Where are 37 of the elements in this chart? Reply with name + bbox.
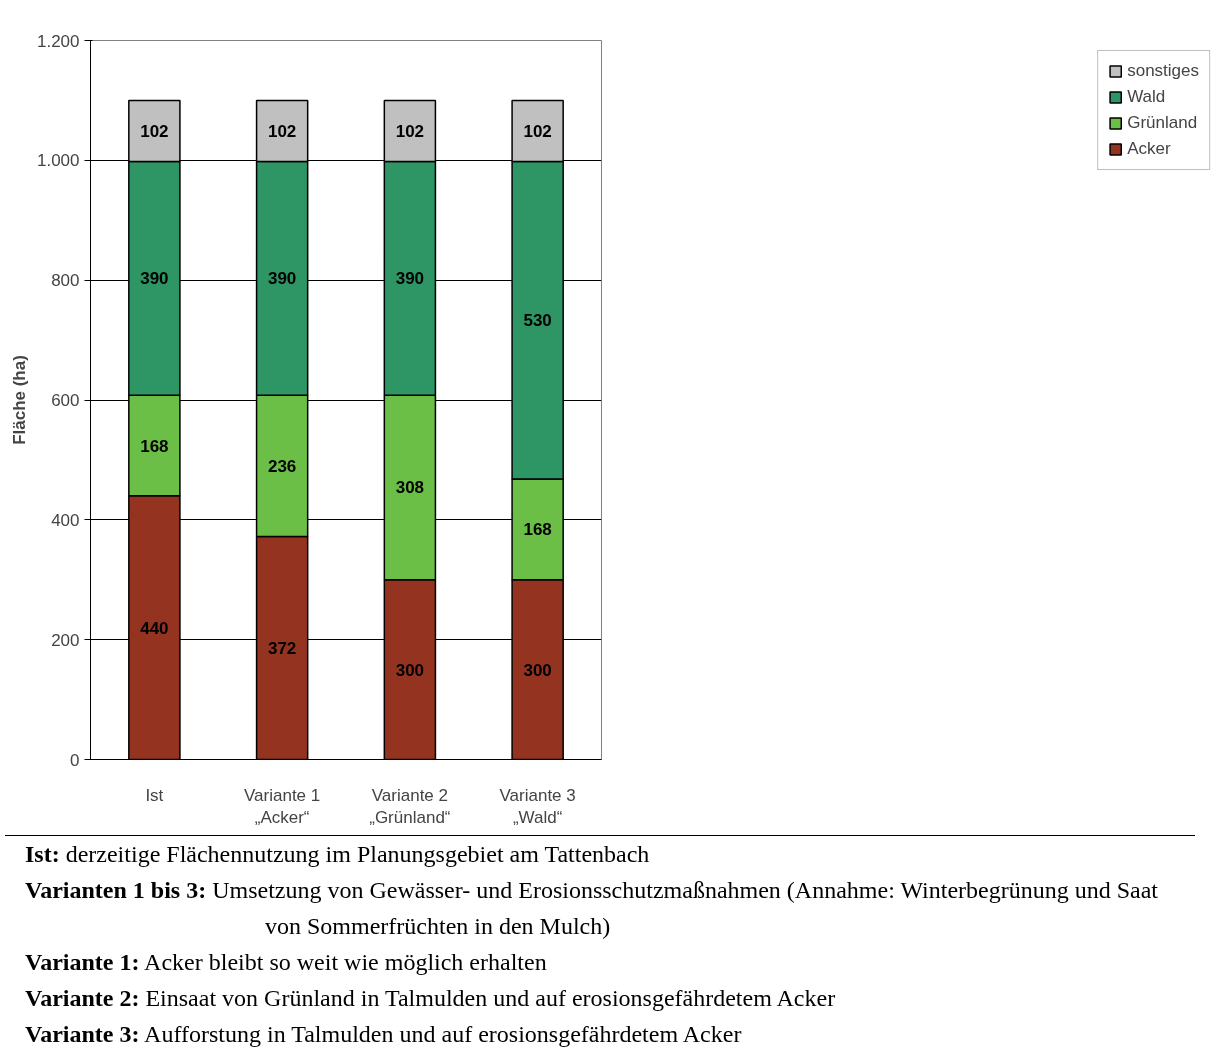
data-label: 168 <box>140 436 169 456</box>
y-tick-label: 1.200 <box>36 31 80 51</box>
legend-label: Acker <box>1127 139 1171 159</box>
data-label: 300 <box>523 660 552 680</box>
data-label: 390 <box>395 269 425 289</box>
y-tick-label: 1.000 <box>36 151 80 171</box>
data-label: 390 <box>140 269 169 289</box>
y-tick-label: 800 <box>51 271 80 291</box>
data-label: 102 <box>523 121 552 141</box>
data-label: 102 <box>267 121 297 141</box>
text: Variante 3: Aufforstung in Talmulden und auf erosionsgefährdetem Acker <box>25 1020 743 1049</box>
text: Variante 1: Acker bleibt so weit wie möglich erhalten <box>25 948 548 977</box>
data-label: 102 <box>395 121 425 141</box>
data-label: 236 <box>267 456 297 476</box>
text: Ist: derzeitige Flächennutzung im Planungsgebiet am Tattenbach <box>25 840 651 869</box>
data-label: 300 <box>395 660 425 680</box>
data-label: 372 <box>267 639 297 659</box>
y-tick-label: 200 <box>51 630 80 650</box>
y-tick-label: 600 <box>51 391 80 410</box>
y-tick-label: 0 <box>70 750 80 770</box>
data-label: 102 <box>140 121 169 141</box>
y-axis-title: Fläche (ha) <box>9 355 29 445</box>
legend-label: Grünland <box>1127 113 1198 133</box>
data-label: 440 <box>140 618 169 638</box>
legend-label: Wald <box>1127 87 1166 107</box>
data-label: 530 <box>523 311 552 331</box>
data-label: 168 <box>523 520 552 540</box>
x-tick-label: Ist <box>145 785 164 805</box>
x-tick-label: Variante 1 „Acker“ <box>244 785 321 828</box>
text: Variante 2: Einsaat von Grünland in Talmulden und auf erosionsgefährdetem Acker <box>25 984 837 1013</box>
data-label: 390 <box>267 269 297 289</box>
x-tick-label: Variante 2 „Grünland“ <box>369 785 451 828</box>
y-tick-label: 400 <box>51 510 80 530</box>
text: Varianten 1 bis 3: Umsetzung von Gewässer- und Erosionsschutzmaßnahmen (Annahme: Winterbegrünung und Saat von Sommerfrüchten in den Mulch) <box>25 876 1160 941</box>
data-label: 308 <box>395 478 425 498</box>
x-tick-label: Variante 3 „Wald“ <box>499 785 576 828</box>
legend-label: sonstiges <box>1127 61 1199 81</box>
